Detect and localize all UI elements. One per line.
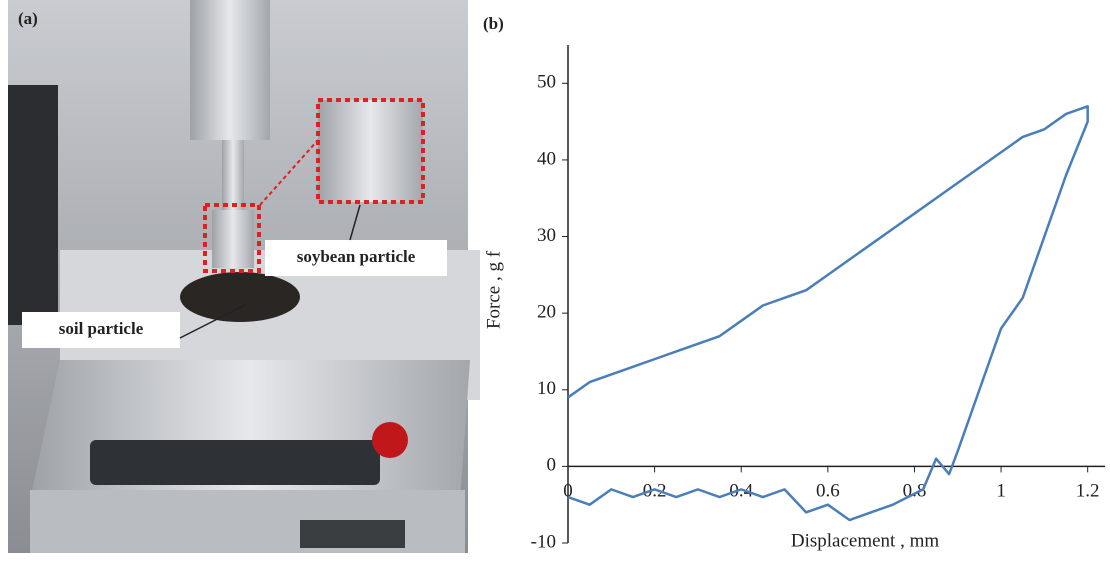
chart: (b) Displacement , mm Force , g f -10010… bbox=[483, 14, 1105, 552]
x-tick-label: 0.4 bbox=[729, 481, 753, 502]
panel-label: (a) bbox=[18, 9, 38, 28]
y-tick-label: 40 bbox=[537, 148, 556, 169]
y-tick-label: 30 bbox=[537, 225, 556, 246]
x-tick-label: 1.2 bbox=[1076, 481, 1100, 502]
x-tick-label: 0.2 bbox=[643, 481, 667, 502]
x-tick-label: 0 bbox=[563, 481, 573, 502]
data-line bbox=[567, 105, 1089, 522]
y-tick-label: -10 bbox=[531, 531, 556, 552]
y-tick-label: 0 bbox=[547, 455, 557, 476]
annotation: soil particle bbox=[59, 319, 144, 338]
x-axis-label: Displacement , mm bbox=[791, 530, 939, 551]
x-tick-label: 1 bbox=[996, 481, 1006, 502]
y-tick-label: 50 bbox=[537, 72, 556, 93]
annotation: soybean particle bbox=[297, 247, 416, 266]
y-tick-label: 20 bbox=[537, 302, 556, 323]
y-tick-label: 10 bbox=[537, 378, 556, 399]
photo: (a) soybean particle soil particle bbox=[8, 0, 480, 553]
panel-label: (b) bbox=[483, 14, 504, 33]
x-tick-label: 0.6 bbox=[816, 481, 840, 502]
y-axis-label: Force , g f bbox=[483, 250, 504, 329]
